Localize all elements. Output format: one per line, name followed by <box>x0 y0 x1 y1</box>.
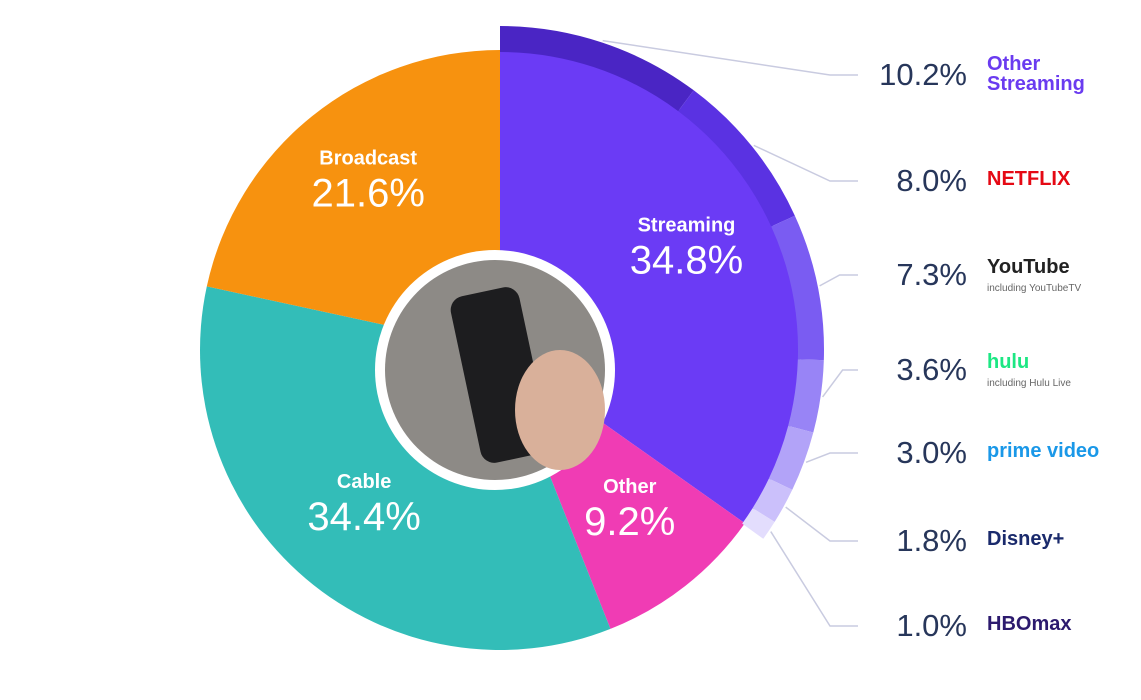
brand-label: Disney+ <box>987 528 1065 550</box>
brand-label: Other Streaming <box>987 53 1085 95</box>
leader-line <box>805 452 858 464</box>
slice-name: Broadcast <box>319 148 417 170</box>
ring-segment <box>768 425 814 490</box>
slice-value: 34.4% <box>307 495 420 539</box>
brand-sublabel: including YouTubeTV <box>987 283 1082 294</box>
brand-label: hulu <box>987 351 1030 373</box>
ring-value: 7.3% <box>896 257 967 292</box>
brand-label: NETFLIX <box>987 168 1071 190</box>
ring-value: 1.8% <box>896 523 967 558</box>
slice-name: Cable <box>337 471 391 493</box>
pie-slice <box>500 50 800 524</box>
slice-value: 21.6% <box>311 172 424 216</box>
ring-segment <box>788 359 824 433</box>
ring-segment <box>500 26 694 112</box>
leader-line <box>602 39 858 76</box>
leader-line <box>753 144 858 182</box>
slice-value: 34.8% <box>630 238 743 282</box>
slice-name: Streaming <box>638 214 736 236</box>
slice-value: 9.2% <box>584 500 675 544</box>
ring-value: 1.0% <box>896 608 967 643</box>
brand-sublabel: including Hulu Live <box>987 378 1071 389</box>
brand-label: YouTube <box>987 256 1070 278</box>
ring-segment <box>752 478 793 522</box>
slice-name: Other <box>603 476 657 498</box>
ring-segment <box>771 215 824 361</box>
brand-label: prime video <box>987 440 1100 462</box>
hand <box>515 350 605 470</box>
leader-line <box>821 369 858 398</box>
leader-line <box>770 531 858 627</box>
leader-line <box>819 274 858 287</box>
leader-line <box>785 506 858 542</box>
ring-value: 3.0% <box>896 435 967 470</box>
ring-segment <box>678 90 795 227</box>
ring-value: 3.6% <box>896 352 967 387</box>
ring-value: 8.0% <box>896 163 967 198</box>
ring-segment <box>742 508 775 539</box>
brand-label: HBOmax <box>987 613 1072 635</box>
ring-value: 10.2% <box>879 57 967 92</box>
